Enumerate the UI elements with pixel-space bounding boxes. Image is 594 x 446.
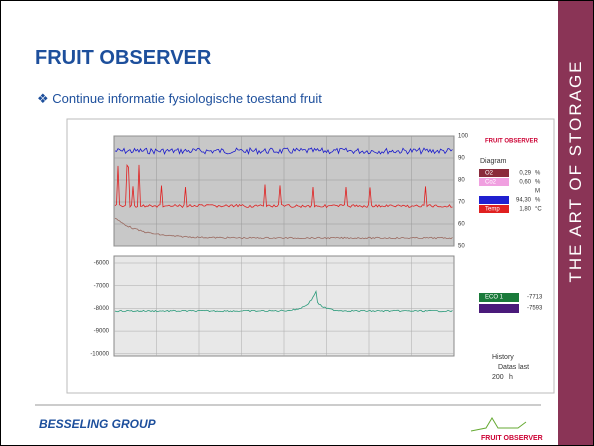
footer-left: BESSELING GROUP: [39, 417, 157, 431]
legend-swatch: [479, 169, 509, 177]
legend-unit: %: [535, 198, 541, 204]
footer-logo-line: [470, 417, 527, 432]
tick-label: -6000: [94, 261, 110, 267]
tick-label: 60: [458, 222, 465, 228]
legend-swatch: [479, 293, 519, 302]
legend-name: Co2: [485, 180, 497, 186]
history-unit: h: [509, 374, 513, 381]
trace: [114, 164, 453, 209]
tick-label: -9000: [94, 329, 110, 335]
history-title: History: [492, 354, 514, 361]
tick-label: 50: [458, 244, 465, 250]
legend-name: O2: [485, 171, 494, 177]
history-hours: 200: [492, 374, 504, 381]
tick-label: -8000: [94, 306, 110, 312]
legend-value: 94,30: [516, 198, 532, 204]
tick-label: -7000: [94, 283, 110, 289]
legend-value: -7713: [527, 295, 543, 301]
history-option: Datas last: [498, 364, 529, 371]
legend-value: 0,29: [519, 171, 531, 177]
legend-name: Temp: [485, 207, 500, 213]
bullet-text: Continue informatie fysiologische toesta…: [52, 91, 322, 106]
legend-unit: M: [535, 189, 540, 195]
legend-value: 1,80: [519, 207, 531, 213]
legend-unit: %: [535, 171, 541, 177]
tick-label: 70: [458, 200, 465, 206]
tick-label: 100: [458, 134, 469, 140]
legend-swatch: [479, 178, 509, 186]
legend-name: ECO 1: [485, 295, 504, 301]
trace: [114, 290, 453, 313]
trace: [114, 147, 453, 156]
tick-label: 80: [458, 178, 465, 184]
legend-value: 0,60: [519, 180, 531, 186]
legend-swatch: [479, 196, 509, 204]
legend-swatch: [479, 205, 509, 213]
legend-value: -7593: [527, 306, 543, 312]
trace: [114, 217, 453, 240]
side-band: [558, 1, 593, 445]
legend-title: Diagram: [480, 158, 507, 165]
tick-label: -10000: [90, 351, 109, 357]
bullet: ❖ Continue informatie fysiologische toes…: [37, 91, 322, 106]
logo: FRUIT OBSERVER: [485, 139, 539, 145]
legend-unit: %: [535, 180, 541, 186]
legend-unit: °C: [535, 207, 542, 213]
side-text: THE ART OF STORAGE: [566, 59, 585, 283]
legend-swatch: [479, 304, 519, 313]
footer-right: FRUIT OBSERVER: [481, 435, 543, 442]
title: FRUIT OBSERVER: [35, 47, 212, 69]
tick-label: 90: [458, 156, 465, 162]
screenshot: Diagram FRUIT OBSERVER History Datas las…: [35, 118, 555, 442]
